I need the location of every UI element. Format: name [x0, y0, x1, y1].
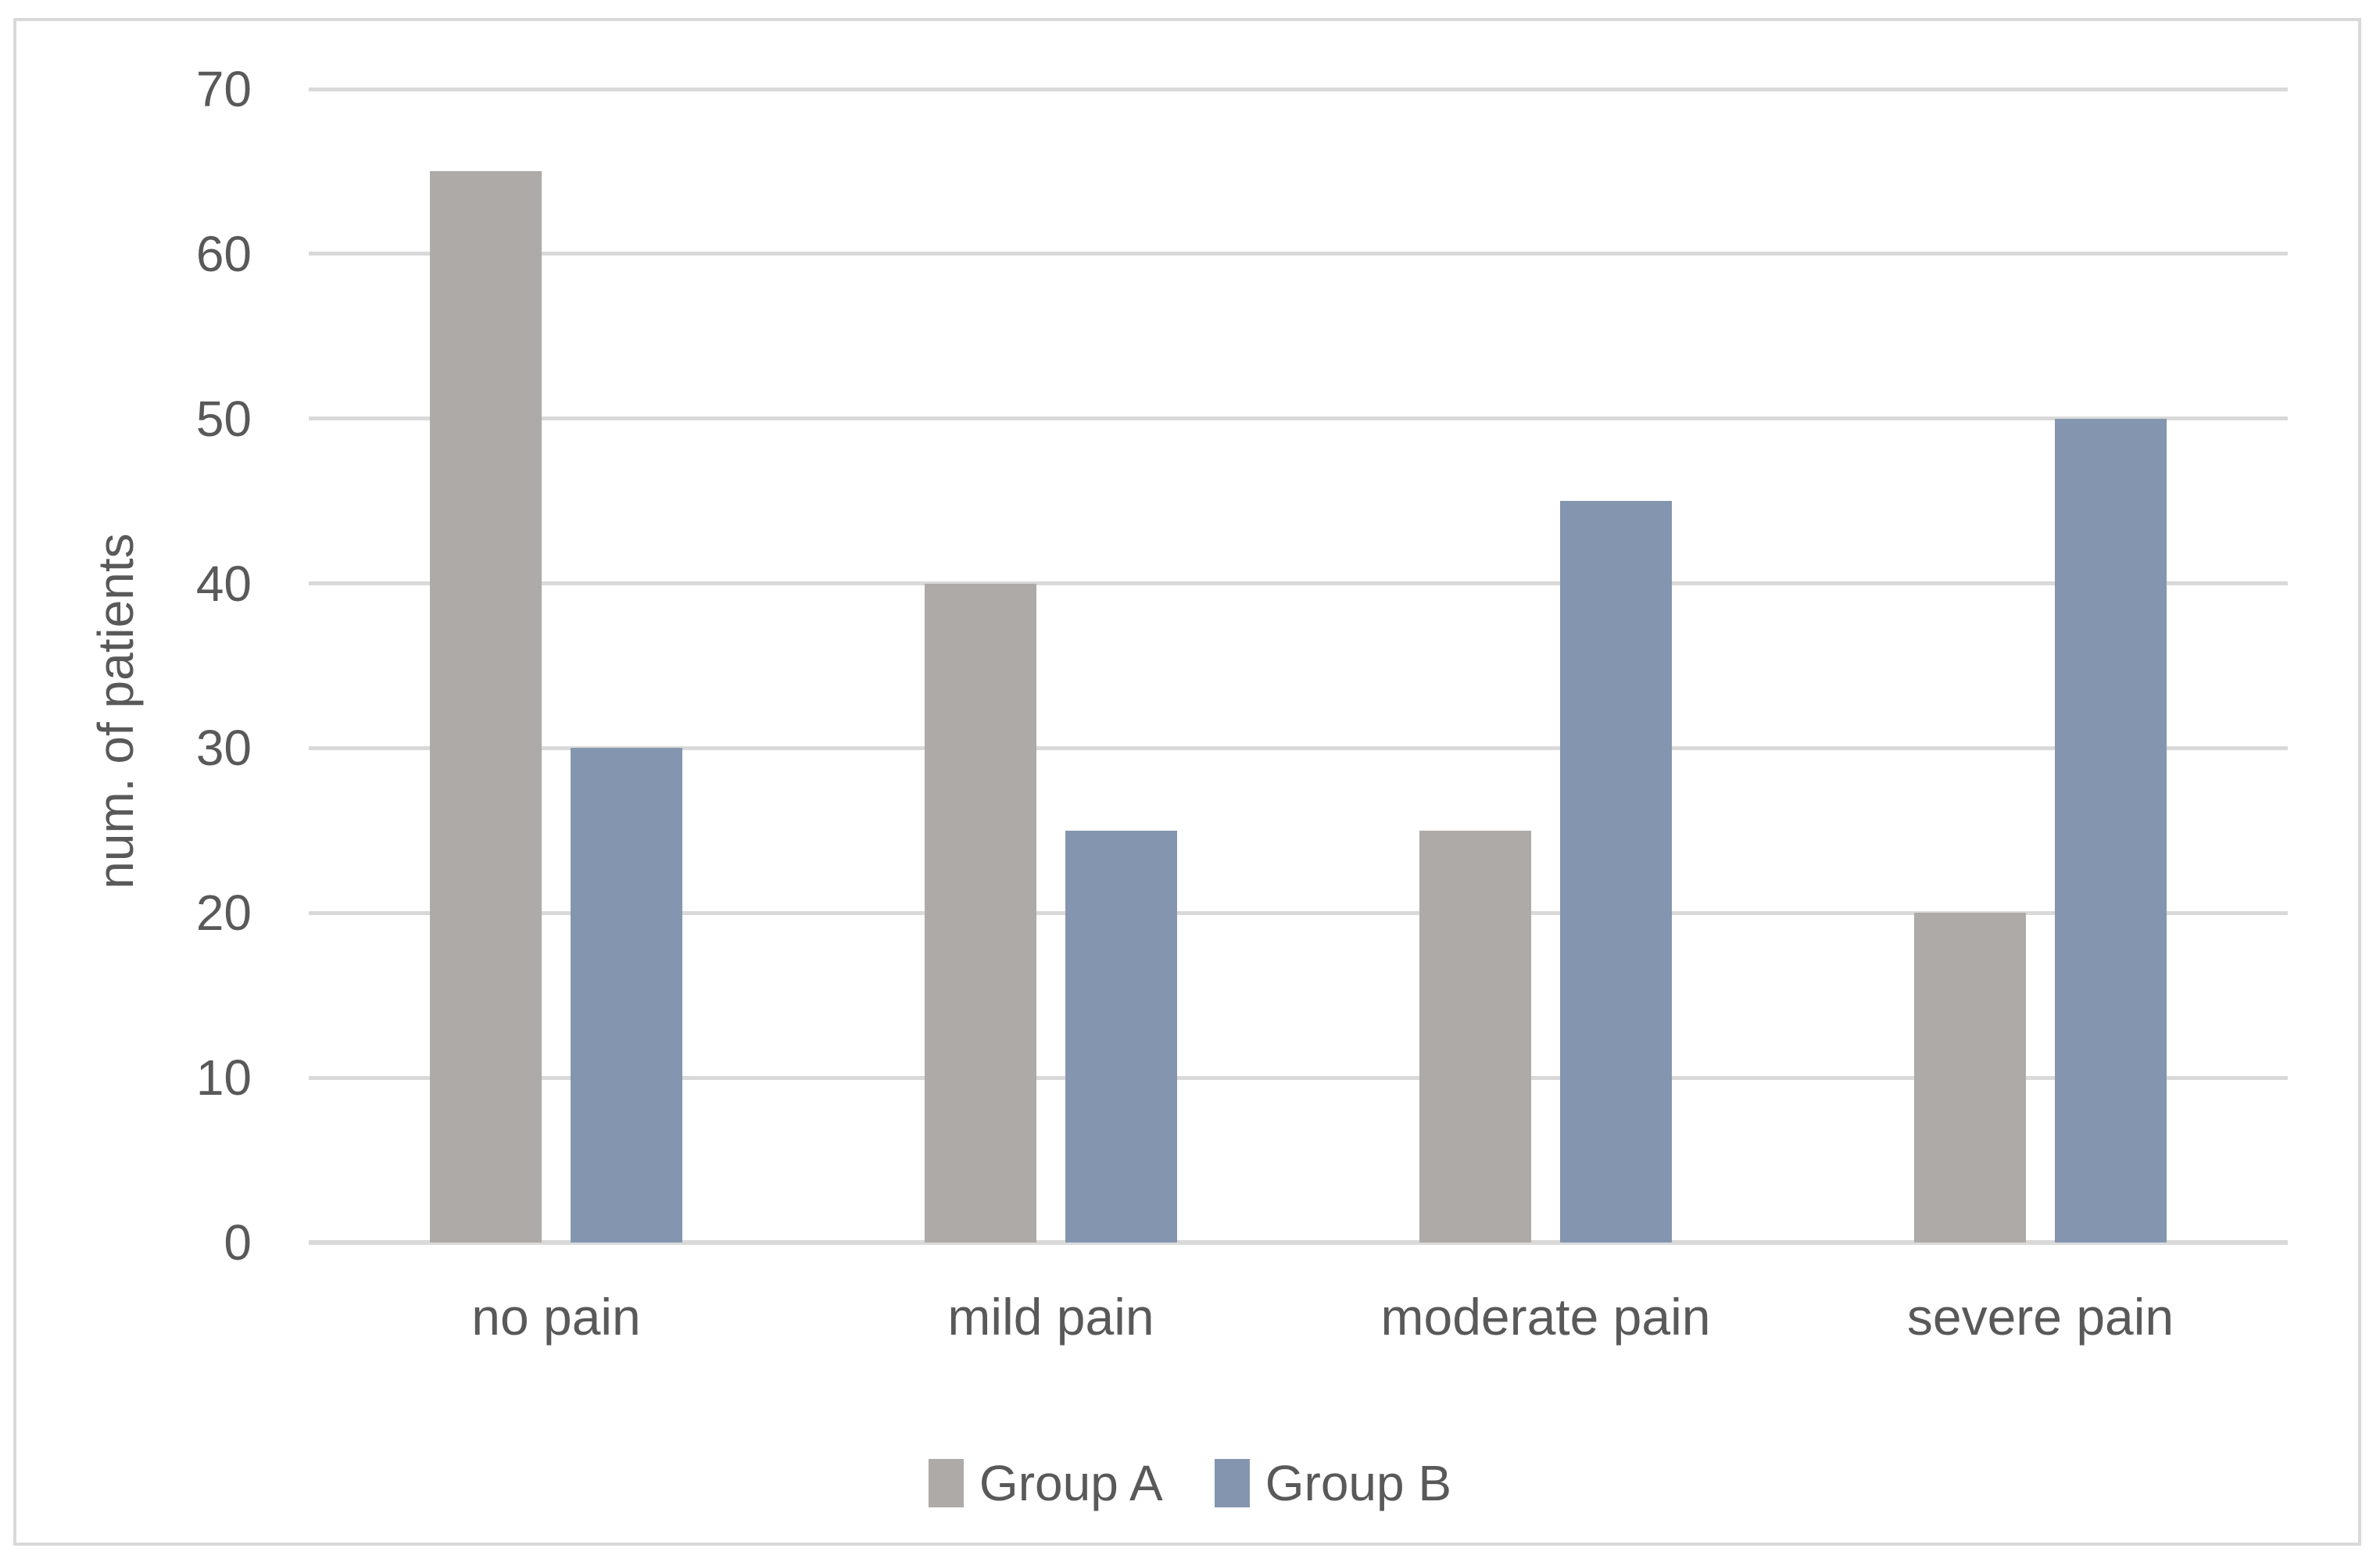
x-category-label-mild-pain: mild pain	[947, 1288, 1154, 1346]
legend-swatch-group-b	[1214, 1459, 1250, 1507]
x-category-label-no-pain: no pain	[471, 1288, 641, 1346]
y-tick-label-20: 20	[195, 885, 252, 942]
bar-group-a-mild-pain	[925, 583, 1036, 1242]
y-tick-label-50: 50	[195, 390, 252, 447]
bar-group-a-moderate-pain	[1419, 830, 1531, 1242]
gridline-y-10	[309, 1075, 2288, 1080]
gridline-y-50	[309, 417, 2288, 421]
gridline-y-30	[309, 745, 2288, 750]
bar-group-b-moderate-pain	[1560, 501, 1672, 1242]
bar-group-b-no-pain	[571, 748, 682, 1242]
legend-swatch-group-a	[928, 1459, 964, 1507]
legend-item-group-a: Group A	[928, 1455, 1163, 1511]
legend: Group A Group B	[0, 1458, 2380, 1508]
legend-label-group-b: Group B	[1265, 1455, 1452, 1511]
legend-label-group-a: Group A	[979, 1455, 1163, 1511]
chart-frame	[13, 18, 2361, 1546]
y-tick-label-10: 10	[195, 1049, 252, 1107]
gridline-y-70	[309, 87, 2288, 91]
gridline-y-40	[309, 581, 2288, 586]
x-category-label-severe-pain: severe pain	[1906, 1288, 2174, 1346]
x-category-label-moderate-pain: moderate pain	[1380, 1288, 1711, 1346]
y-tick-label-70: 70	[195, 61, 252, 117]
gridline-y-60	[309, 252, 2288, 256]
y-tick-label-0: 0	[224, 1214, 252, 1271]
x-axis-line	[309, 1240, 2288, 1245]
bar-group-a-severe-pain	[1914, 913, 2026, 1242]
bar-group-b-severe-pain	[2055, 418, 2167, 1242]
gridline-y-20	[309, 910, 2288, 915]
bar-group-a-no-pain	[430, 171, 542, 1242]
legend-item-group-b: Group B	[1214, 1455, 1452, 1511]
y-tick-label-30: 30	[195, 720, 252, 777]
plot-area	[309, 87, 2288, 1245]
y-tick-label-40: 40	[195, 555, 252, 612]
bar-group-b-mild-pain	[1065, 830, 1177, 1242]
y-tick-label-60: 60	[195, 225, 252, 282]
